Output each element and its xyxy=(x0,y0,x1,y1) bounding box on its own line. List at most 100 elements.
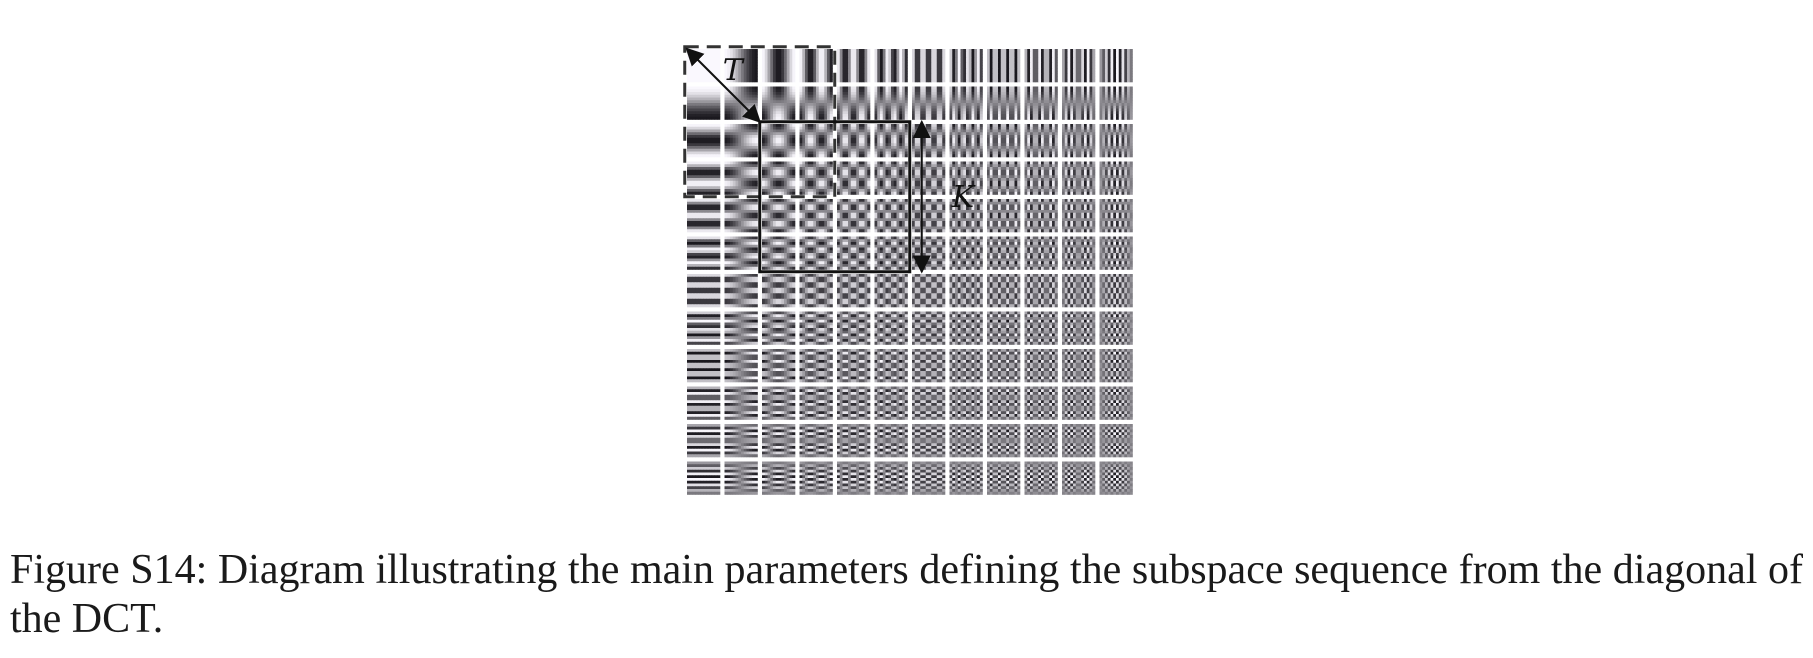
dct-basis-tile xyxy=(837,311,871,345)
dct-basis-tile xyxy=(837,124,871,158)
dct-basis-tile xyxy=(762,386,796,420)
dct-basis-tile xyxy=(912,49,946,83)
dct-basis-grid xyxy=(687,49,1133,495)
dct-basis-tile xyxy=(762,86,796,120)
dct-basis-tile xyxy=(837,386,871,420)
dct-basis-tile xyxy=(724,424,758,458)
dct-basis-tile xyxy=(874,424,908,458)
dct-basis-tile xyxy=(949,236,983,270)
dct-basis-tile xyxy=(799,274,833,308)
dct-basis-tile xyxy=(799,424,833,458)
dct-basis-tile xyxy=(912,274,946,308)
dct-basis-tile xyxy=(1062,124,1096,158)
dct-basis-tile xyxy=(874,311,908,345)
dct-basis-tile xyxy=(1099,161,1133,195)
dct-basis-tile xyxy=(1024,49,1058,83)
dct-basis-tile xyxy=(1024,86,1058,120)
dct-diagram: T K xyxy=(683,45,1133,495)
dct-basis-tile xyxy=(799,49,833,83)
dct-basis-tile xyxy=(912,424,946,458)
dct-basis-tile xyxy=(1062,349,1096,383)
dct-basis-tile xyxy=(837,424,871,458)
dct-basis-tile xyxy=(987,349,1021,383)
dct-basis-tile xyxy=(1062,236,1096,270)
dct-basis-tile xyxy=(912,124,946,158)
dct-basis-tile xyxy=(987,274,1021,308)
dct-basis-tile xyxy=(1024,386,1058,420)
dct-basis-tile xyxy=(912,236,946,270)
dct-basis-tile xyxy=(837,236,871,270)
dct-basis-tile xyxy=(687,124,721,158)
dct-basis-tile xyxy=(762,311,796,345)
dct-basis-tile xyxy=(687,386,721,420)
dct-basis-tile xyxy=(724,124,758,158)
dct-basis-tile xyxy=(874,274,908,308)
dct-basis-tile xyxy=(1024,199,1058,233)
dct-basis-tile xyxy=(987,161,1021,195)
dct-basis-tile xyxy=(949,386,983,420)
dct-basis-tile xyxy=(987,49,1021,83)
dct-basis-tile xyxy=(949,274,983,308)
dct-basis-tile xyxy=(1099,86,1133,120)
dct-basis-tile xyxy=(1062,311,1096,345)
dct-basis-tile xyxy=(1099,124,1133,158)
dct-basis-tile xyxy=(1062,461,1096,495)
dct-basis-tile xyxy=(837,86,871,120)
dct-basis-tile xyxy=(724,349,758,383)
dct-basis-tile xyxy=(799,161,833,195)
dct-basis-tile xyxy=(987,236,1021,270)
t-label: T xyxy=(723,53,745,88)
dct-basis-tile xyxy=(799,124,833,158)
dct-basis-tile xyxy=(762,461,796,495)
dct-basis-tile xyxy=(987,311,1021,345)
dct-basis-tile xyxy=(1062,274,1096,308)
dct-basis-tile xyxy=(687,349,721,383)
dct-basis-tile xyxy=(1024,274,1058,308)
dct-basis-tile xyxy=(724,311,758,345)
dct-basis-tile xyxy=(762,161,796,195)
dct-basis-tile xyxy=(1099,386,1133,420)
dct-basis-tile xyxy=(762,349,796,383)
dct-basis-tile xyxy=(1024,424,1058,458)
dct-basis-tile xyxy=(837,161,871,195)
dct-basis-tile xyxy=(912,199,946,233)
dct-basis-tile xyxy=(949,349,983,383)
dct-basis-tile xyxy=(762,236,796,270)
dct-basis-tile xyxy=(912,386,946,420)
dct-basis-tile xyxy=(799,199,833,233)
dct-basis-tile xyxy=(837,274,871,308)
dct-basis-tile xyxy=(1024,236,1058,270)
dct-basis-tile xyxy=(799,386,833,420)
dct-basis-tile xyxy=(799,311,833,345)
dct-basis-tile xyxy=(1099,236,1133,270)
dct-basis-tile xyxy=(874,124,908,158)
dct-basis-tile xyxy=(837,49,871,83)
dct-basis-tile xyxy=(987,386,1021,420)
dct-basis-tile xyxy=(987,424,1021,458)
dct-basis-tile xyxy=(949,124,983,158)
dct-basis-tile xyxy=(687,461,721,495)
dct-basis-tile xyxy=(874,86,908,120)
dct-basis-tile xyxy=(949,86,983,120)
dct-basis-tile xyxy=(912,311,946,345)
dct-basis-tile xyxy=(799,461,833,495)
dct-basis-tile xyxy=(724,199,758,233)
t-arrow xyxy=(685,47,762,124)
figure: T K xyxy=(683,45,1133,495)
dct-basis-tile xyxy=(837,349,871,383)
dct-basis-tile xyxy=(799,236,833,270)
dct-basis-tile xyxy=(874,386,908,420)
dct-basis-tile xyxy=(949,199,983,233)
dct-basis-tile xyxy=(1062,199,1096,233)
dct-basis-tile xyxy=(1062,49,1096,83)
dct-basis-tile xyxy=(724,236,758,270)
dct-basis-tile xyxy=(762,124,796,158)
dct-basis-tile xyxy=(687,86,721,120)
dct-basis-tile xyxy=(687,311,721,345)
dct-basis-tile xyxy=(1099,424,1133,458)
dct-basis-tile xyxy=(874,161,908,195)
dct-basis-tile xyxy=(762,49,796,83)
dct-basis-tile xyxy=(912,161,946,195)
dct-basis-tile xyxy=(687,236,721,270)
dct-basis-tile xyxy=(874,199,908,233)
